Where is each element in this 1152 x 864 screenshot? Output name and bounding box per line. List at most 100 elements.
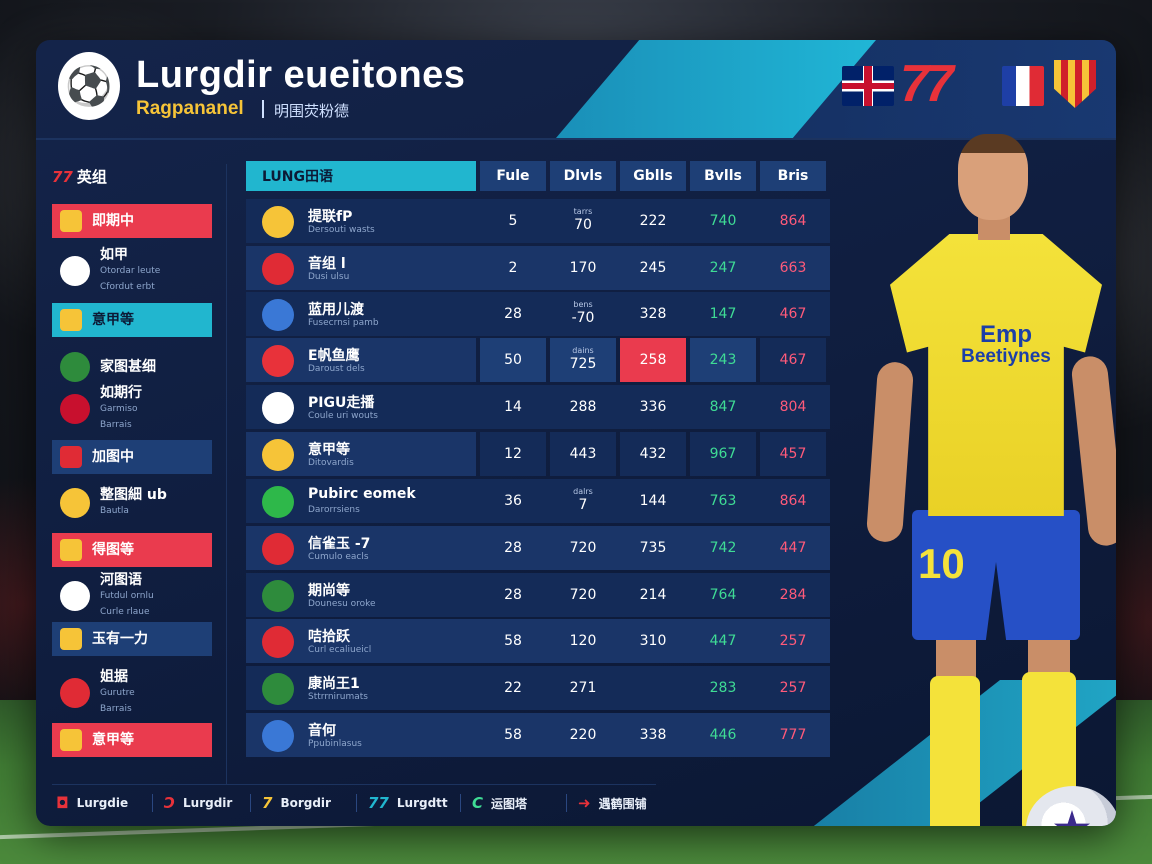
stat-cell: 28 bbox=[480, 292, 546, 336]
sidebar-item-text: 得图等 bbox=[92, 542, 134, 558]
footer-link[interactable]: Ↄ Lurgdir bbox=[164, 792, 232, 814]
table-column-header[interactable]: Fule bbox=[480, 161, 546, 191]
sidebar-item-label: 得图等 bbox=[92, 542, 134, 558]
stat-value: 214 bbox=[639, 587, 667, 603]
table-column-header[interactable]: Dlvls bbox=[550, 161, 616, 191]
footer-link[interactable]: C 运图塔 bbox=[472, 792, 527, 814]
sidebar-item[interactable]: 姐据 Gurutre Barrais bbox=[52, 669, 212, 716]
sidebar-item[interactable]: 如期行 Garmiso Barrais bbox=[52, 385, 212, 432]
stat-cell: 432 bbox=[620, 432, 686, 476]
team-name: 咭拾跃 bbox=[308, 629, 350, 645]
footer-link[interactable]: 77 Lurgdtt bbox=[368, 792, 448, 814]
sidebar-item-text: 即期中 bbox=[92, 213, 134, 229]
table-row[interactable]: 康尚王1 Sttrrnirumats 22 271 283 257 bbox=[246, 666, 830, 710]
table-column-header[interactable]: Bvlls bbox=[690, 161, 756, 191]
sidebar-item[interactable]: 家图甚细 bbox=[52, 344, 212, 390]
table-column-header[interactable]: Bris bbox=[760, 161, 826, 191]
footer-link-label: Lurgdir bbox=[183, 796, 233, 810]
sidebar-item[interactable]: 得图等 bbox=[52, 533, 212, 567]
footer-separator bbox=[460, 794, 461, 812]
footer-link[interactable]: 7 Borgdir bbox=[262, 792, 331, 814]
team-crest-icon bbox=[60, 256, 90, 286]
table-row[interactable]: 蓝用儿渡 Fusecrnsi pamb 28 bens -70 328 147 467 bbox=[246, 292, 830, 336]
stat-value: 147 bbox=[709, 306, 737, 322]
stat-value: 467 bbox=[779, 306, 807, 322]
sidebar-item[interactable]: 如甲 Otordar leute Cfordut erbt bbox=[52, 247, 212, 294]
stat-value: 245 bbox=[639, 260, 667, 276]
stat-value: 58 bbox=[504, 633, 522, 649]
stat-cell: 336 bbox=[620, 385, 686, 429]
table-row[interactable]: Pubirc eomek Darorrsiens 36 dalrs 7 144 763 864 bbox=[246, 479, 830, 523]
team-subtitle: Daroust dels bbox=[308, 364, 365, 374]
player-sock bbox=[930, 676, 980, 826]
sidebar-item[interactable]: 河图语 Futdul ornlu Curle rlaue bbox=[52, 572, 212, 619]
stat-value: 336 bbox=[639, 399, 667, 415]
table-row[interactable]: 咭拾跃 Curl ecaliueicl 58 120 310 447 257 bbox=[246, 619, 830, 663]
stat-value: 283 bbox=[709, 680, 737, 696]
stat-cell: 446 bbox=[690, 713, 756, 757]
table-row[interactable]: 意甲等 Ditovardis 12 443 432 967 457 bbox=[246, 432, 830, 476]
sidebar-item-text: 意甲等 bbox=[92, 312, 134, 328]
stat-value: 742 bbox=[709, 540, 737, 556]
stat-value: 720 bbox=[569, 587, 597, 603]
table-row[interactable]: 音何 Ppubinlasus 58 220 338 446 777 bbox=[246, 713, 830, 757]
table-header-name[interactable]: LUNG田语 bbox=[246, 161, 476, 191]
table-row[interactable]: 信雀玉 -7 Cumulo eacls 28 720 735 742 447 bbox=[246, 526, 830, 570]
table-row[interactable]: 期尚等 Dounesu oroke 28 720 214 764 284 bbox=[246, 573, 830, 617]
stat-value: 310 bbox=[639, 633, 667, 649]
team-crest-icon bbox=[60, 678, 90, 708]
stat-cell: 58 bbox=[480, 619, 546, 663]
stat-cell: 257 bbox=[760, 666, 826, 710]
stat-cell: 245 bbox=[620, 246, 686, 290]
team-crest-icon bbox=[262, 626, 294, 658]
sidebar-item[interactable]: 整图細 ub Bautla bbox=[52, 480, 212, 526]
player-illustration: Emp Beetiynes 10 bbox=[865, 126, 1116, 826]
sidebar-item-text: 整图細 ub Bautla bbox=[100, 487, 167, 519]
table-column-header[interactable]: Gblls bbox=[620, 161, 686, 191]
footer-divider bbox=[52, 784, 656, 785]
team-crest-icon bbox=[60, 446, 82, 468]
footer-link-icon: C bbox=[472, 794, 484, 812]
stat-value: 271 bbox=[569, 680, 597, 696]
stat-cell: 283 bbox=[690, 666, 756, 710]
sidebar-item[interactable]: 玉有一力 bbox=[52, 622, 212, 656]
table-row[interactable]: 音组 l Dusi ulsu 2 170 245 247 663 bbox=[246, 246, 830, 290]
stat-value: 804 bbox=[779, 399, 807, 415]
stat-value: 338 bbox=[639, 727, 667, 743]
team-subtitle: Darorrsiens bbox=[308, 505, 360, 515]
table-row-background bbox=[246, 479, 830, 523]
stat-cell: 338 bbox=[620, 713, 686, 757]
sidebar-item[interactable]: 意甲等 bbox=[52, 303, 212, 337]
stat-cell: 764 bbox=[690, 573, 756, 617]
stat-cell: 457 bbox=[760, 432, 826, 476]
header-divider bbox=[36, 138, 1116, 140]
table-row[interactable]: 提联fP Dersouti wasts 5 tarrs 70 222 740 864 bbox=[246, 199, 830, 243]
stat-cell: 214 bbox=[620, 573, 686, 617]
team-subtitle: Dusi ulsu bbox=[308, 272, 350, 282]
stat-cell: 763 bbox=[690, 479, 756, 523]
stat-cell: 443 bbox=[550, 432, 616, 476]
sidebar-item[interactable]: 加图中 bbox=[52, 440, 212, 474]
stat-value: 763 bbox=[709, 493, 737, 509]
stat-cell: 467 bbox=[760, 292, 826, 336]
table-row[interactable]: E帆鱼鹰 Daroust dels 50 dains 725 258 243 467 bbox=[246, 338, 830, 382]
footer-link[interactable]: ➜ 遇鹤围铺 bbox=[578, 792, 647, 814]
team-crest-icon bbox=[262, 299, 294, 331]
sidebar-item[interactable]: 即期中 bbox=[52, 204, 212, 238]
footer-link[interactable]: ◘ Lurgdie bbox=[56, 792, 128, 814]
sidebar-item-label: 即期中 bbox=[92, 213, 134, 229]
uk-flag-icon bbox=[842, 66, 894, 106]
team-subtitle: Ppubinlasus bbox=[308, 739, 362, 749]
table-row[interactable]: PIGU走播 Coule uri wouts 14 288 336 847 804 bbox=[246, 385, 830, 429]
jersey-sponsor: Emp Beetiynes bbox=[946, 323, 1066, 368]
footer-link-icon: 77 bbox=[368, 794, 389, 812]
sidebar-item-label: 姐据 bbox=[100, 669, 128, 685]
sidebar-heading-label: 英组 bbox=[76, 168, 107, 186]
stat-value: 443 bbox=[569, 446, 597, 462]
team-name: 提联fP bbox=[308, 209, 353, 225]
stat-value: 70 bbox=[574, 217, 592, 233]
sidebar-item[interactable]: 意甲等 bbox=[52, 723, 212, 757]
stat-value: 432 bbox=[639, 446, 667, 462]
stat-cell: 271 bbox=[550, 666, 616, 710]
sidebar-item-text: 玉有一力 bbox=[92, 631, 148, 647]
